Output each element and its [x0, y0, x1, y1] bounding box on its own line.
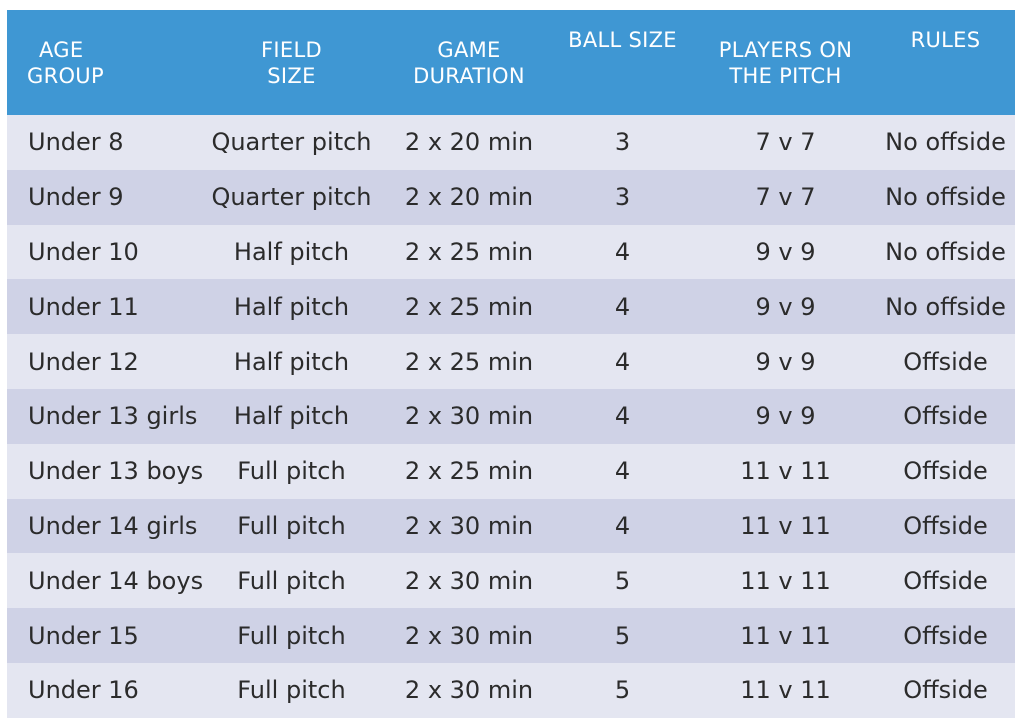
cell-field-size: Quarter pitch	[195, 115, 388, 170]
cell-ball-size: 4	[550, 498, 695, 554]
cell-age-group: Under 12	[7, 334, 195, 389]
cell-players: 11 v 11	[695, 608, 876, 663]
table-row: Under 13 girls Half pitch 2 x 30 min 4 9 v 9…	[7, 388, 1015, 444]
cell-game-duration: 2 x 30 min	[388, 388, 550, 444]
table-header: AGE GROUP FIELD SIZE GAME DURATION BALL …	[7, 10, 1015, 115]
cell-field-size: Half pitch	[195, 334, 388, 389]
cell-field-size: Full pitch	[195, 662, 388, 718]
table-row: Under 12 Half pitch 2 x 25 min 4 9 v 9 Offsid…	[7, 334, 1015, 389]
cell-game-duration: 2 x 25 min	[388, 279, 550, 335]
cell-age-group: Under 14 boys	[7, 553, 203, 609]
cell-ball-size: 3	[550, 115, 695, 170]
header-players-line1: PLAYERS ON	[718, 37, 853, 62]
cell-game-duration: 2 x 30 min	[388, 553, 550, 609]
header-players-line2: THE PITCH	[729, 63, 842, 88]
header-ball-size-label: BALL SIZE	[568, 28, 677, 52]
header-field-size: FIELD SIZE	[195, 10, 388, 115]
table-body: Under 8 Quarter pitch 2 x 20 min 3 7 v 7 No o…	[7, 115, 1015, 718]
cell-ball-size: 4	[550, 224, 695, 280]
table-row: Under 16 Full pitch 2 x 30 min 5 11 v 11 Offs…	[7, 662, 1015, 718]
table-row: Under 14 girls Full pitch 2 x 30 min 4 11 v …	[7, 498, 1015, 554]
table-row: Under 14 boys Full pitch 2 x 30 min 5 11 v 1…	[7, 553, 1015, 609]
cell-ball-size: 4	[550, 443, 695, 499]
cell-ball-size: 4	[550, 279, 695, 335]
cell-age-group: Under 8	[7, 115, 195, 170]
cell-ball-size: 4	[550, 388, 695, 444]
cell-game-duration: 2 x 20 min	[388, 115, 550, 170]
table-row: Under 15 Full pitch 2 x 30 min 5 11 v 11 Offs…	[7, 608, 1015, 663]
header-game-duration: GAME DURATION	[388, 10, 550, 115]
cell-players: 11 v 11	[695, 443, 876, 499]
cell-field-size: Quarter pitch	[195, 169, 388, 225]
cell-rules: Offside	[876, 608, 1015, 663]
cell-field-size: Half pitch	[195, 388, 388, 444]
table-row: Under 11 Half pitch 2 x 25 min 4 9 v 9 No off…	[7, 279, 1015, 335]
cell-game-duration: 2 x 25 min	[388, 443, 550, 499]
cell-field-size: Half pitch	[195, 279, 388, 335]
header-rules-label: RULES	[910, 28, 981, 52]
cell-game-duration: 2 x 25 min	[388, 334, 550, 389]
cell-ball-size: 4	[550, 334, 695, 389]
header-age-group-line2: GROUP	[27, 63, 104, 88]
cell-rules: Offside	[876, 553, 1015, 609]
cell-rules: Offside	[876, 498, 1015, 554]
cell-rules: No offside	[876, 279, 1015, 335]
header-players: PLAYERS ON THE PITCH	[695, 10, 876, 115]
cell-players: 9 v 9	[695, 388, 876, 444]
cell-field-size: Full pitch	[195, 498, 388, 554]
header-age-group: AGE GROUP	[7, 10, 195, 115]
table-row: Under 10 Half pitch 2 x 25 min 4 9 v 9 No off…	[7, 224, 1015, 280]
youth-soccer-table-container: AGE GROUP FIELD SIZE GAME DURATION BALL …	[7, 10, 1015, 718]
cell-players: 9 v 9	[695, 334, 876, 389]
cell-rules: Offside	[876, 388, 1015, 444]
cell-players: 9 v 9	[695, 224, 876, 280]
cell-ball-size: 3	[550, 169, 695, 225]
cell-game-duration: 2 x 20 min	[388, 169, 550, 225]
header-field-size-line2: SIZE	[267, 63, 316, 88]
cell-field-size: Half pitch	[195, 224, 388, 280]
cell-rules: No offside	[876, 169, 1015, 225]
cell-age-group: Under 13 boys	[7, 443, 203, 499]
header-ball-size: BALL SIZE	[550, 10, 695, 115]
cell-players: 7 v 7	[695, 169, 876, 225]
cell-age-group: Under 15	[7, 608, 195, 663]
cell-age-group: Under 16	[7, 662, 195, 718]
cell-players: 11 v 11	[695, 498, 876, 554]
table-row: Under 9 Quarter pitch 2 x 20 min 3 7 v 7 No o…	[7, 169, 1015, 225]
cell-game-duration: 2 x 30 min	[388, 498, 550, 554]
table-row: Under 13 boys Full pitch 2 x 25 min 4 11 v 1…	[7, 443, 1015, 499]
cell-players: 11 v 11	[695, 553, 876, 609]
cell-rules: No offside	[876, 115, 1015, 170]
cell-ball-size: 5	[550, 553, 695, 609]
header-field-size-line1: FIELD	[261, 37, 322, 62]
cell-ball-size: 5	[550, 662, 695, 718]
cell-age-group: Under 14 girls	[7, 498, 197, 554]
cell-rules: Offside	[876, 334, 1015, 389]
cell-age-group: Under 11	[7, 279, 195, 335]
cell-players: 7 v 7	[695, 115, 876, 170]
header-game-duration-line2: DURATION	[413, 63, 525, 88]
cell-rules: Offside	[876, 443, 1015, 499]
cell-ball-size: 5	[550, 608, 695, 663]
cell-players: 11 v 11	[695, 662, 876, 718]
cell-field-size: Full pitch	[195, 608, 388, 663]
header-game-duration-line1: GAME	[437, 37, 501, 62]
cell-age-group: Under 13 girls	[7, 388, 197, 444]
cell-field-size: Full pitch	[195, 443, 388, 499]
cell-age-group: Under 9	[7, 169, 195, 225]
table-row: Under 8 Quarter pitch 2 x 20 min 3 7 v 7 No o…	[7, 115, 1015, 170]
cell-game-duration: 2 x 30 min	[388, 662, 550, 718]
cell-game-duration: 2 x 30 min	[388, 608, 550, 663]
header-age-group-line1: AGE	[39, 37, 84, 62]
cell-players: 9 v 9	[695, 279, 876, 335]
cell-rules: No offside	[876, 224, 1015, 280]
cell-game-duration: 2 x 25 min	[388, 224, 550, 280]
cell-field-size: Full pitch	[195, 553, 388, 609]
cell-rules: Offside	[876, 662, 1015, 718]
header-rules: RULES	[876, 10, 1015, 115]
header-row: AGE GROUP FIELD SIZE GAME DURATION BALL …	[7, 10, 1015, 115]
youth-soccer-table: AGE GROUP FIELD SIZE GAME DURATION BALL …	[7, 10, 1015, 718]
cell-age-group: Under 10	[7, 224, 195, 280]
